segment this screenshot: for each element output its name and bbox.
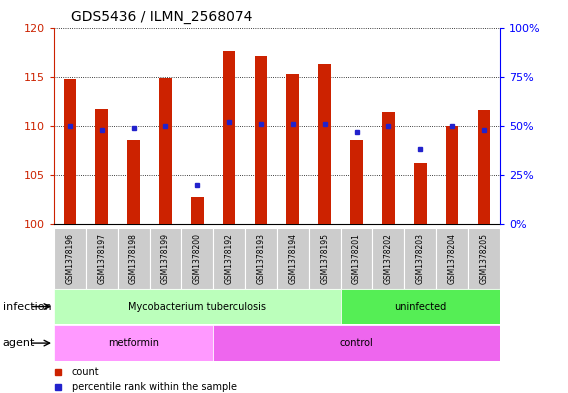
Text: GSM1378201: GSM1378201 bbox=[352, 233, 361, 284]
Bar bbox=[468, 228, 500, 289]
Text: GSM1378199: GSM1378199 bbox=[161, 233, 170, 284]
Text: GSM1378204: GSM1378204 bbox=[448, 233, 457, 284]
Bar bbox=[159, 77, 172, 224]
Text: metformin: metformin bbox=[108, 338, 159, 348]
Text: control: control bbox=[340, 338, 373, 348]
Text: GSM1378198: GSM1378198 bbox=[129, 233, 138, 284]
Bar bbox=[318, 64, 331, 224]
Text: GSM1378197: GSM1378197 bbox=[97, 233, 106, 284]
Bar bbox=[245, 228, 277, 289]
Bar bbox=[277, 228, 309, 289]
Text: GSM1378194: GSM1378194 bbox=[289, 233, 297, 284]
Bar bbox=[127, 140, 140, 224]
Bar bbox=[309, 228, 341, 289]
Text: infection: infection bbox=[3, 301, 52, 312]
Bar bbox=[373, 228, 404, 289]
Bar bbox=[64, 79, 76, 224]
Bar bbox=[95, 109, 108, 224]
Text: agent: agent bbox=[3, 338, 35, 348]
Bar bbox=[86, 228, 118, 289]
Bar bbox=[414, 163, 427, 224]
Bar bbox=[181, 228, 213, 289]
Bar bbox=[341, 228, 373, 289]
Text: GDS5436 / ILMN_2568074: GDS5436 / ILMN_2568074 bbox=[71, 10, 252, 24]
Bar bbox=[382, 112, 395, 224]
Bar bbox=[54, 325, 213, 361]
Bar bbox=[149, 228, 181, 289]
Bar bbox=[446, 126, 458, 224]
Bar bbox=[478, 110, 490, 224]
Text: Mycobacterium tuberculosis: Mycobacterium tuberculosis bbox=[128, 301, 266, 312]
Bar bbox=[223, 51, 236, 224]
Text: uninfected: uninfected bbox=[394, 301, 446, 312]
Text: GSM1378203: GSM1378203 bbox=[416, 233, 425, 284]
Bar bbox=[350, 140, 363, 224]
Bar bbox=[191, 197, 204, 224]
Bar bbox=[118, 228, 149, 289]
Text: GSM1378196: GSM1378196 bbox=[65, 233, 74, 284]
Bar bbox=[286, 74, 299, 224]
Bar bbox=[436, 228, 468, 289]
Bar bbox=[341, 289, 500, 324]
Bar bbox=[213, 228, 245, 289]
Bar bbox=[213, 325, 500, 361]
Bar bbox=[54, 289, 341, 324]
Text: count: count bbox=[72, 367, 99, 377]
Text: GSM1378202: GSM1378202 bbox=[384, 233, 393, 284]
Text: GSM1378200: GSM1378200 bbox=[193, 233, 202, 284]
Text: GSM1378205: GSM1378205 bbox=[479, 233, 488, 284]
Text: GSM1378195: GSM1378195 bbox=[320, 233, 329, 284]
Bar bbox=[254, 56, 268, 224]
Bar bbox=[404, 228, 436, 289]
Bar bbox=[54, 228, 86, 289]
Text: percentile rank within the sample: percentile rank within the sample bbox=[72, 382, 237, 391]
Text: GSM1378193: GSM1378193 bbox=[257, 233, 265, 284]
Text: GSM1378192: GSM1378192 bbox=[224, 233, 233, 284]
